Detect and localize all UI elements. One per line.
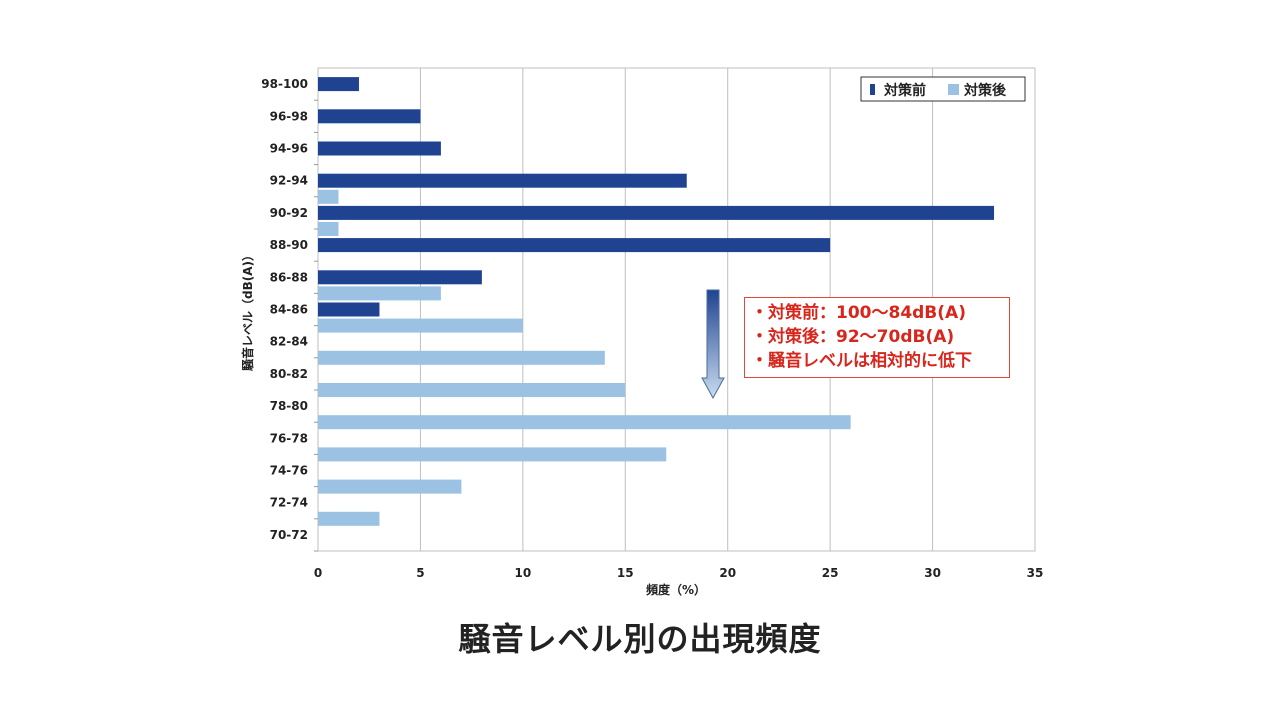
legend-swatch-before (870, 84, 875, 95)
bar-before-84-86 (318, 302, 380, 317)
y-tick-label: 80-82 (270, 367, 308, 381)
bars (318, 77, 995, 526)
bar-after-76-78 (318, 415, 851, 430)
bar-before-86-88 (318, 270, 482, 285)
bar-after-88-90 (318, 222, 339, 236)
bar-before-98-100 (318, 77, 359, 92)
bar-before-94-96 (318, 141, 441, 156)
x-tick-label: 10 (515, 566, 532, 580)
legend-label-before: 対策前 (883, 82, 926, 99)
bar-before-90-92 (318, 205, 995, 220)
y-tick-label: 70-72 (270, 528, 308, 542)
annotation-line-1: ・対策前：100〜84dB(A) (751, 303, 966, 323)
y-tick-label: 98-100 (261, 77, 308, 91)
x-tick-label: 15 (617, 566, 634, 580)
x-tick-label: 0 (314, 566, 322, 580)
legend-swatch-after (948, 84, 959, 95)
y-tick-label: 86-88 (270, 270, 308, 284)
x-tick-label: 25 (822, 566, 839, 580)
x-tick-label: 30 (924, 566, 941, 580)
bar-after-82-84 (318, 318, 523, 333)
y-tick-label: 94-96 (270, 142, 308, 156)
y-tick-label: 96-98 (270, 109, 308, 123)
y-tick-label: 74-76 (270, 464, 308, 478)
bar-after-72-74 (318, 479, 462, 494)
y-tick-label: 88-90 (270, 238, 308, 252)
y-tick-label: 78-80 (270, 399, 308, 413)
y-tick-label: 84-86 (270, 303, 308, 317)
y-tick-label: 82-84 (270, 335, 308, 349)
tick-labels: 0 5 10 15 20 25 30 35 98-100 96-98 94-96 92-94 90-92… (261, 77, 1043, 580)
legend-label-after: 対策後 (963, 82, 1007, 99)
bar-after-80-82 (318, 350, 605, 365)
bar-after-70-72 (318, 511, 380, 526)
x-tick-label: 5 (416, 566, 424, 580)
y-tick-label: 76-78 (270, 431, 308, 445)
legend-box (860, 76, 1026, 102)
bar-after-84-86 (318, 286, 441, 301)
bar-before-96-98 (318, 109, 421, 124)
x-axis-title: 頻度（%） (646, 582, 706, 597)
annotation-line-2: ・対策後：92〜70dB(A) (751, 327, 955, 347)
x-tick-label: 35 (1027, 566, 1044, 580)
annotation-box: ・対策前：100〜84dB(A) ・対策後：92〜70dB(A) ・騒音レベルは… (744, 297, 1010, 378)
annotation-line-3: ・騒音レベルは相対的に低下 (751, 351, 972, 371)
bar-after-78-80 (318, 383, 626, 397)
figure-caption: 騒音レベル別の出現頻度 (458, 620, 822, 658)
y-axis-title: 騒音レベル（dB(A)） (240, 249, 255, 372)
bar-after-74-76 (318, 447, 667, 462)
y-tick-label: 92-94 (270, 174, 308, 188)
bar-before-92-94 (318, 173, 687, 188)
y-tick-label: 72-74 (270, 496, 308, 510)
legend: 対策前 対策後 (860, 76, 1026, 102)
x-tick-label: 20 (719, 566, 736, 580)
bar-before-88-90 (318, 238, 831, 253)
down-arrow-icon (701, 289, 725, 400)
bar-after-90-92 (318, 189, 339, 204)
y-tick-label: 90-92 (270, 206, 308, 220)
